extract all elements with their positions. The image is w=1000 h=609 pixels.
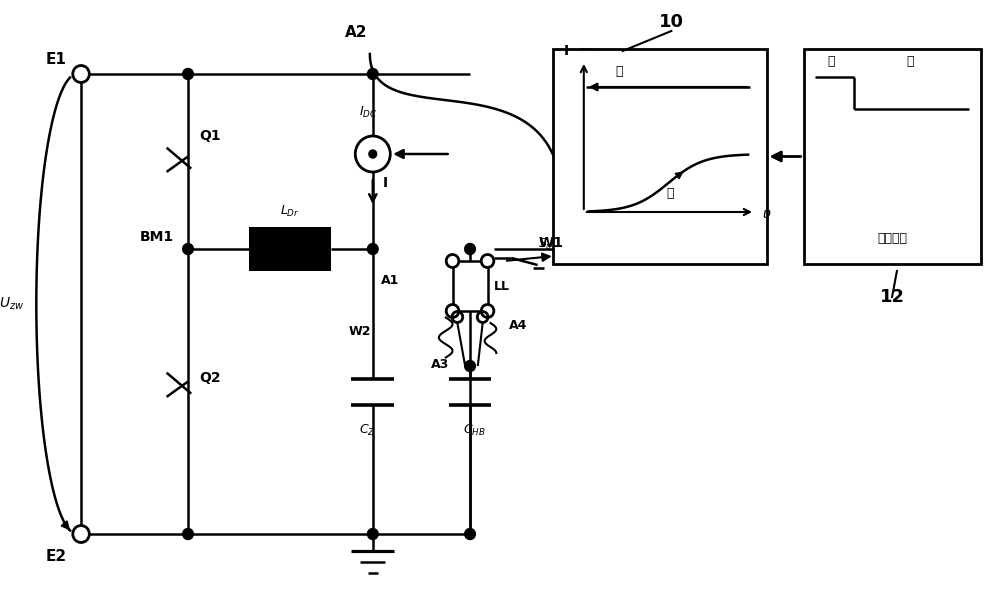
Text: 10: 10 bbox=[659, 13, 684, 31]
Text: A4: A4 bbox=[509, 319, 527, 332]
Circle shape bbox=[481, 255, 494, 267]
Circle shape bbox=[367, 244, 378, 255]
Circle shape bbox=[477, 311, 488, 323]
Circle shape bbox=[446, 255, 459, 267]
Text: W2: W2 bbox=[348, 325, 371, 338]
Circle shape bbox=[369, 150, 377, 158]
Bar bbox=[249, 227, 331, 271]
Text: W1: W1 bbox=[538, 236, 563, 250]
Circle shape bbox=[481, 304, 494, 317]
Text: $I_{DC}$: $I_{DC}$ bbox=[359, 105, 377, 120]
Text: A3: A3 bbox=[431, 358, 449, 371]
Text: E2: E2 bbox=[45, 549, 66, 564]
Circle shape bbox=[73, 66, 89, 82]
Circle shape bbox=[73, 526, 89, 543]
Text: $L_{Dr}$: $L_{Dr}$ bbox=[280, 204, 300, 219]
Text: 调光水平: 调光水平 bbox=[877, 232, 907, 245]
Circle shape bbox=[183, 244, 193, 255]
Circle shape bbox=[465, 244, 475, 255]
Text: E1: E1 bbox=[46, 52, 66, 67]
Text: $S_{υ}$: $S_{υ}$ bbox=[538, 237, 552, 252]
Text: LL: LL bbox=[494, 280, 510, 292]
Circle shape bbox=[183, 68, 193, 80]
Circle shape bbox=[183, 529, 193, 540]
Text: 关: 关 bbox=[907, 55, 914, 68]
Circle shape bbox=[355, 136, 390, 172]
Text: 开: 开 bbox=[666, 187, 674, 200]
Circle shape bbox=[465, 529, 475, 540]
Text: $U_{zw}$: $U_{zw}$ bbox=[0, 296, 25, 312]
Bar bbox=[453, 261, 488, 311]
Circle shape bbox=[367, 529, 378, 540]
Circle shape bbox=[465, 361, 475, 371]
Bar bbox=[553, 49, 767, 264]
Bar bbox=[804, 49, 981, 264]
Text: 关: 关 bbox=[615, 65, 622, 78]
Text: $υ$: $υ$ bbox=[762, 207, 771, 221]
Text: A2: A2 bbox=[345, 25, 367, 40]
Circle shape bbox=[367, 68, 378, 80]
Text: BM1: BM1 bbox=[139, 230, 173, 244]
Text: I: I bbox=[564, 44, 569, 58]
Circle shape bbox=[446, 304, 459, 317]
Text: I: I bbox=[383, 176, 388, 190]
Text: Q2: Q2 bbox=[200, 370, 221, 384]
Text: 开: 开 bbox=[827, 55, 835, 68]
Text: Q1: Q1 bbox=[200, 128, 221, 143]
Text: $C_Z$: $C_Z$ bbox=[359, 423, 376, 438]
Circle shape bbox=[452, 311, 463, 323]
Text: 12: 12 bbox=[880, 288, 905, 306]
Text: $C_{HB}$: $C_{HB}$ bbox=[463, 423, 486, 438]
Text: A1: A1 bbox=[381, 274, 399, 287]
